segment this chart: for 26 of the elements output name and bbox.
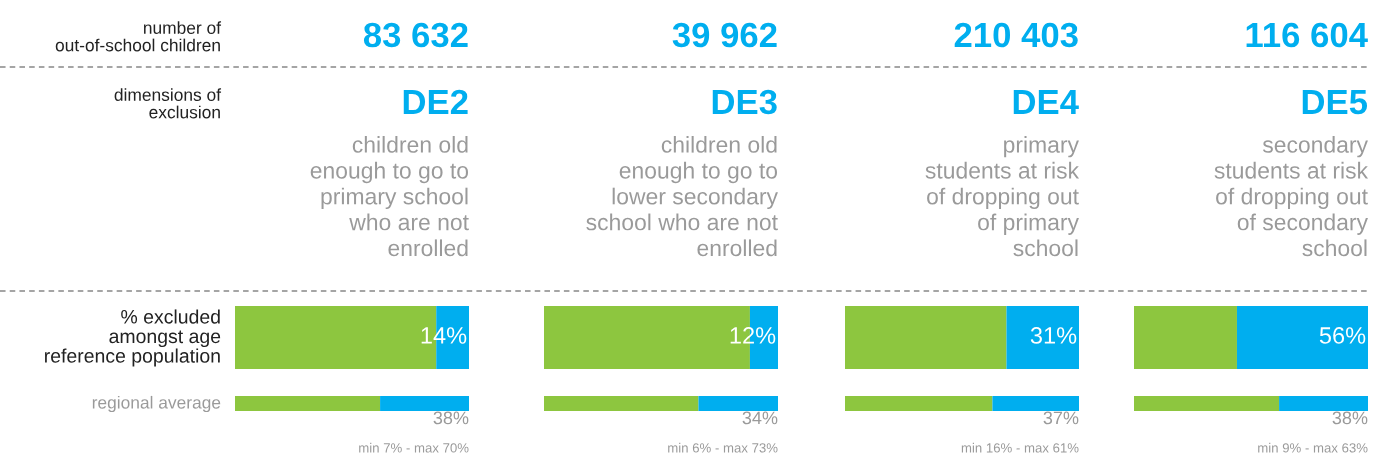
chart-subtitle: DE5 (1302, 90, 1368, 115)
chart-title: 210 403 (954, 22, 1078, 48)
text: number of out-of-school children (55, 21, 222, 52)
text: min 6% - max 73% (668, 442, 778, 453)
chart-title: 116 604 (1246, 22, 1368, 48)
chart-title: 83 632 (363, 22, 468, 48)
data-label: 56% (1319, 327, 1366, 344)
data-label: 38% (1332, 411, 1368, 425)
text: children old enough to go to lower secondary school who are not enrolled (586, 136, 778, 257)
data-label: 37% (1043, 411, 1079, 425)
text: min 9% - max 63% (1258, 442, 1368, 453)
text: min 16% - max 61% (961, 442, 1079, 453)
text: min 7% - max 70% (359, 442, 469, 453)
chart-subtitle: DE3 (712, 89, 777, 115)
text: dimensions of exclusion (114, 88, 222, 119)
text: children old enough to go to primary school who are not enrolled (310, 136, 469, 257)
text: regional average (92, 395, 221, 413)
text: primary students at risk of dropping out of primary school (925, 136, 1080, 257)
chart-title: 39 962 (672, 22, 777, 48)
data-label: 34% (742, 411, 778, 425)
text: secondary students at risk of dropping out of secondary school (1214, 136, 1369, 257)
text: % excluded amongst age reference population (45, 309, 221, 367)
data-label: 38% (433, 411, 469, 425)
chart-subtitle: DE4 (1013, 90, 1079, 114)
chart-subtitle: DE2 (403, 89, 468, 114)
data-label: 31% (1030, 327, 1077, 344)
